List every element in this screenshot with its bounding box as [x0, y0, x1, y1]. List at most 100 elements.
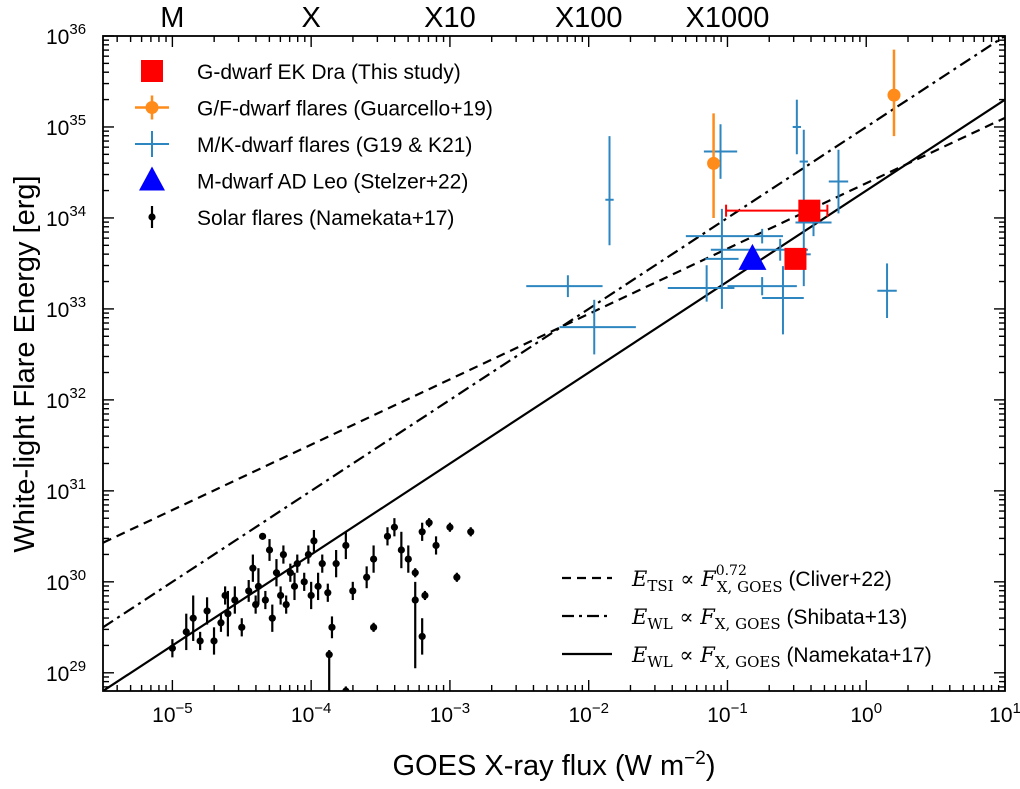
solar-flare-dot	[425, 519, 433, 527]
solar-flare-point	[453, 572, 461, 582]
solar-flare-dot	[254, 582, 263, 590]
x-tick-label: 10−3	[430, 700, 470, 727]
line-namekata	[103, 98, 1005, 691]
legend-symbol	[139, 166, 165, 191]
y-tick-label: 1033	[46, 294, 86, 322]
solar-flare-point	[324, 583, 332, 602]
solar-flare-point	[279, 545, 287, 564]
solar-flare-point	[300, 572, 308, 591]
solar-flare-dot	[397, 546, 405, 554]
solar-flare-point	[189, 595, 197, 641]
solar-flare-dot	[390, 523, 399, 531]
solar-flare-dot	[293, 560, 301, 568]
solar-flare-point	[349, 581, 357, 601]
mk-flare-point	[799, 129, 808, 203]
solar-flare-point	[258, 532, 267, 540]
solar-flare-dot	[245, 587, 253, 595]
y-tick-label: 1034	[46, 203, 86, 231]
mk-flare-point	[559, 299, 636, 355]
solar-flare-point	[332, 549, 340, 578]
solar-flare-dot	[210, 637, 218, 645]
gf-flare-dot	[887, 88, 901, 102]
legend-label: G/F-dwarf flares (Guarcello+19)	[197, 98, 493, 121]
solar-flare-point	[196, 631, 204, 651]
x-tick-label: 101	[989, 700, 1020, 727]
solar-flare-dot	[310, 537, 318, 545]
legend2-label: ETSI ∝ F0.72 X, GOES (Cliver+22)	[631, 563, 892, 596]
solar-flare-dot	[307, 591, 315, 600]
legend-label: Solar flares (Namekata+17)	[197, 207, 454, 230]
solar-flare-point	[314, 572, 322, 601]
solar-flare-dot	[282, 600, 290, 609]
solar-flare-point	[265, 539, 274, 561]
x-tick-label: 10−4	[291, 700, 331, 727]
solar-flare-dot	[332, 560, 340, 568]
solar-flare-dot	[370, 623, 378, 631]
solar-flare-point	[249, 554, 257, 582]
mk-flare-point	[605, 136, 614, 246]
solar-flare-dot	[189, 614, 197, 622]
legend-entry-adleo: M-dwarf AD Leo (Stelzer+22)	[139, 166, 468, 194]
line-cliver	[103, 116, 1005, 544]
top-axis-label: X100	[555, 2, 623, 34]
solar-flare-dot	[404, 555, 412, 563]
solar-flare-dot	[279, 550, 287, 559]
solar-flare-point	[203, 597, 211, 625]
y-tick-label: 1031	[46, 476, 86, 504]
solar-flare-point	[432, 536, 440, 555]
legend2-label: EWL ∝ FX, GOES (Namekata+17)	[631, 643, 932, 671]
ekdra-square	[784, 247, 807, 270]
legend-symbol	[141, 60, 163, 82]
solar-flare-point	[217, 613, 225, 632]
gf-flare-point	[707, 113, 721, 218]
solar-flare-point	[425, 518, 433, 528]
solar-flare-dot	[467, 528, 475, 536]
solar-flare-dot	[411, 569, 419, 577]
solar-flare-dot	[370, 555, 378, 563]
solar-flare-dot	[249, 564, 257, 572]
solar-flare-dot	[446, 523, 454, 531]
solar-flare-point	[397, 531, 405, 569]
x-tick-label: 100	[850, 700, 882, 727]
ekdra-point	[784, 247, 807, 270]
solar-flare-point	[277, 586, 285, 605]
solar-flare-point	[342, 531, 350, 560]
y-axis-title: White-light Flare Energy [erg]	[9, 175, 41, 552]
solar-flare-point	[254, 568, 263, 605]
solar-flare-point	[328, 616, 336, 639]
solar-flare-point	[286, 563, 294, 582]
legend2-entry-cliver: ETSI ∝ F0.72 X, GOES (Cliver+22)	[562, 563, 892, 596]
solar-flare-point	[272, 559, 281, 587]
x-tick-label: 10−2	[568, 700, 608, 727]
solar-flare-point	[282, 595, 290, 614]
solar-flare-dot	[363, 573, 371, 581]
solar-flare-dot	[324, 589, 332, 597]
y-tick-label: 1032	[46, 385, 86, 413]
solar-flare-point	[421, 590, 429, 601]
solar-flare-point	[390, 518, 399, 537]
solar-flare-point	[238, 618, 246, 637]
solar-flare-dot	[418, 632, 426, 641]
solar-flare-point	[363, 566, 371, 589]
solar-flare-point	[370, 545, 378, 573]
solar-flare-point	[245, 580, 253, 602]
mk-flare-point	[703, 124, 738, 179]
y-tick-label: 1029	[46, 658, 86, 686]
solar-flare-dot	[349, 587, 357, 595]
solar-flare-point	[168, 639, 176, 658]
legend-entry-solar: Solar flares (Namekata+17)	[148, 206, 454, 230]
mk-flare-point	[792, 99, 802, 155]
solar-flare-dot	[268, 614, 276, 622]
solar-flare-dot	[411, 596, 419, 604]
legend-label: M/K-dwarf flares (G19 & K21)	[197, 134, 472, 157]
solar-flare-dot	[217, 619, 225, 627]
solar-flare-dot	[383, 532, 392, 540]
legend-symbol	[148, 213, 156, 221]
gf-flare-point	[887, 49, 901, 137]
solar-flare-dot	[432, 541, 440, 550]
solar-flare-point	[446, 522, 454, 532]
legend2-label: EWL ∝ FX, GOES (Shibata+13)	[631, 605, 907, 633]
solar-flare-point	[411, 581, 419, 669]
solar-flare-dot	[196, 637, 204, 645]
solar-flare-point	[310, 529, 318, 552]
